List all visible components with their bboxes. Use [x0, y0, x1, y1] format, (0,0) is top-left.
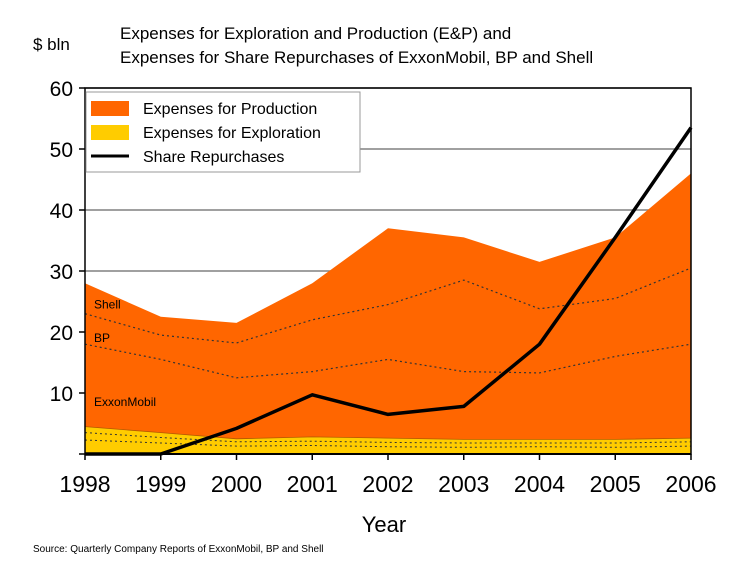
- share-repurchases-layer: [85, 126, 693, 456]
- y-unit-label: $ bln: [33, 35, 70, 54]
- share-repurchases-line: [85, 126, 693, 456]
- region-label-shell: Shell: [94, 298, 121, 312]
- region-label-exxonmobil: ExxonMobil: [94, 395, 156, 409]
- exploration-area-edge: [84, 426, 692, 440]
- x-tick-label-2005: 2005: [590, 471, 641, 497]
- chart-title-line-2: Expenses for Share Repurchases of ExxonM…: [120, 48, 593, 67]
- x-tick-label-2000: 2000: [211, 471, 262, 497]
- y-tick-label-10: 10: [50, 383, 73, 406]
- y-axis-ticks: 10 20 30 40 50 60: [50, 78, 85, 455]
- x-tick-label-2003: 2003: [438, 471, 489, 497]
- y-tick-label-30: 30: [50, 261, 73, 284]
- x-tick-label-2004: 2004: [514, 471, 565, 497]
- production-company-divider-1: [84, 267, 692, 344]
- exploration-area: [85, 426, 691, 454]
- company-region-labels: Shell BP ExxonMobil: [94, 298, 156, 410]
- y-tick-label-40: 40: [50, 200, 73, 223]
- legend-label-repurchases: Share Repurchases: [143, 149, 284, 166]
- legend-swatch-exploration: [91, 125, 129, 140]
- legend-swatch-production: [91, 101, 129, 116]
- exploration-company-divider-1: [84, 432, 692, 444]
- x-tick-label-2002: 2002: [362, 471, 413, 497]
- x-tick-label-1998: 1998: [59, 471, 110, 497]
- x-axis-ticks: 1998 1999 2000 2001 2002 2003 2004 2005 2006: [59, 454, 717, 497]
- x-tick-label-2001: 2001: [287, 471, 338, 497]
- y-tick-label-20: 20: [50, 322, 73, 345]
- x-tick-label-1999: 1999: [135, 471, 186, 497]
- x-axis-label: Year: [362, 512, 406, 537]
- x-tick-label-2006: 2006: [665, 471, 716, 497]
- legend: Expenses for Production Expenses for Exp…: [85, 91, 361, 173]
- production-area: [85, 173, 691, 454]
- legend-label-production: Expenses for Production: [143, 101, 317, 118]
- legend-box: [85, 91, 361, 173]
- y-tick-label-60: 60: [50, 78, 73, 101]
- legend-label-exploration: Expenses for Exploration: [143, 125, 321, 142]
- chart-title-line-1: Expenses for Exploration and Production …: [120, 24, 511, 43]
- region-label-bp: BP: [94, 331, 110, 345]
- area-layers: [84, 173, 692, 454]
- source-note: Source: Quarterly Company Reports of Exx…: [33, 544, 324, 555]
- y-tick-label-50: 50: [50, 139, 73, 162]
